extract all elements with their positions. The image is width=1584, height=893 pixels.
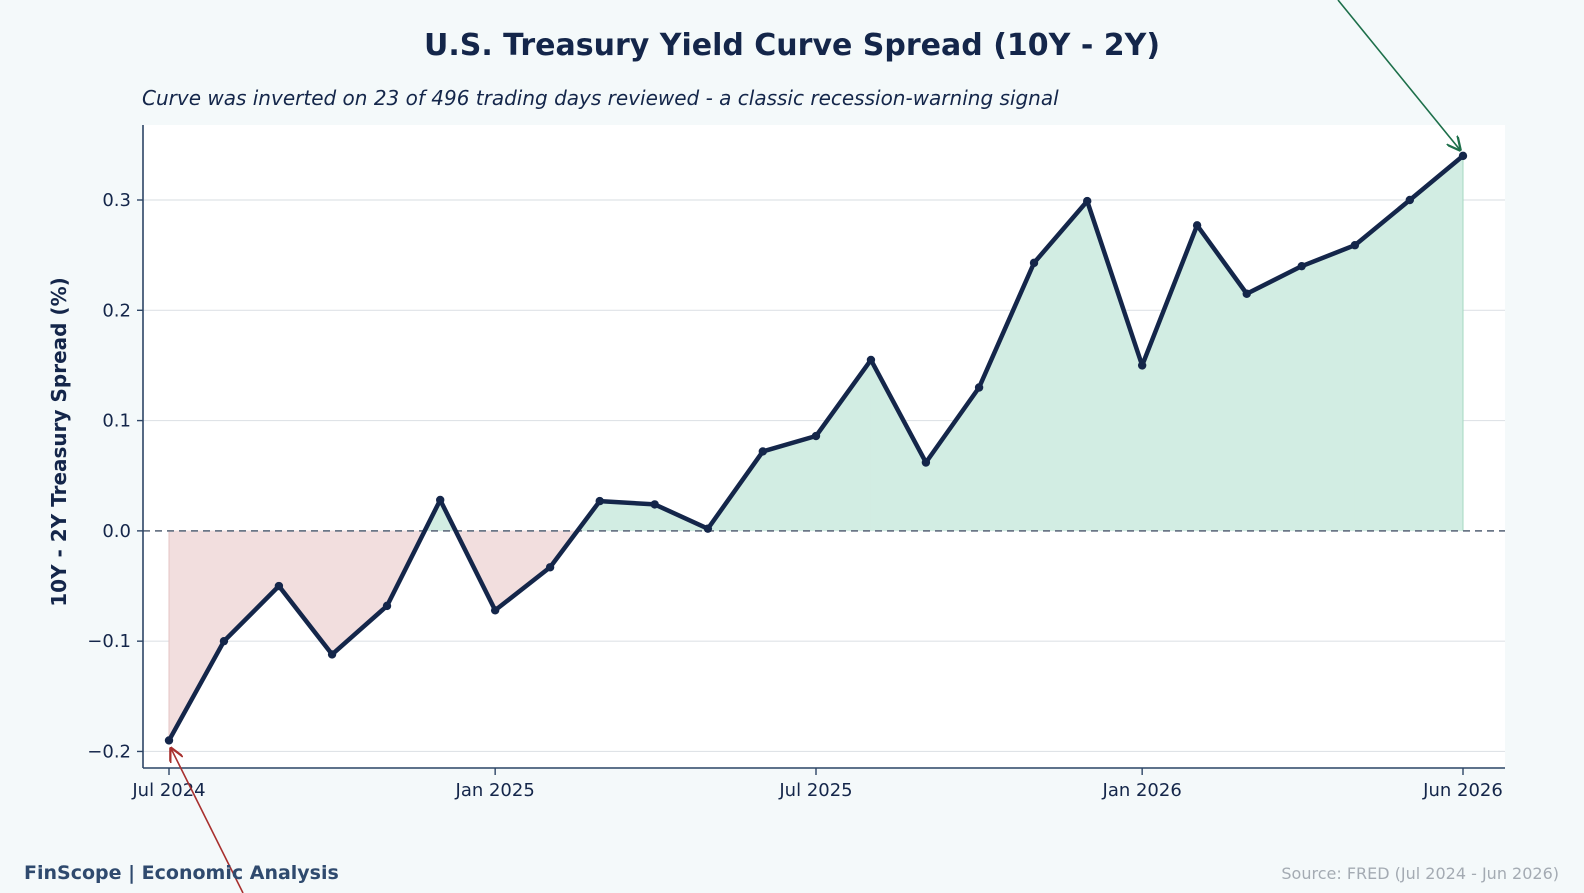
start-point-arrow xyxy=(171,748,244,893)
data-point xyxy=(811,431,821,441)
data-point xyxy=(1297,261,1306,271)
x-tick-label: Jan 2026 xyxy=(1102,780,1182,801)
footer-brand: FinScope | Economic Analysis xyxy=(24,862,339,884)
y-tick-label: 0.0 xyxy=(102,521,131,542)
chart-subtitle: Curve was inverted on 23 of 496 trading … xyxy=(142,86,1059,110)
x-tick-label: Jun 2026 xyxy=(1422,780,1503,801)
data-point xyxy=(545,563,555,572)
y-tick-label: −0.1 xyxy=(87,631,131,652)
x-tick-label: Jul 2024 xyxy=(131,780,205,801)
data-point xyxy=(866,355,876,365)
annotations xyxy=(171,0,1460,893)
x-tick-label: Jan 2025 xyxy=(455,780,535,801)
data-point xyxy=(490,606,500,615)
positive-fill-segment xyxy=(1354,199,1411,532)
x-ticks: Jul 2024 Jan 2025 Jul 2025 Jan 2026 Jun 2026 xyxy=(131,768,1503,801)
data-point xyxy=(758,447,768,456)
data-point xyxy=(703,524,713,533)
y-tick-label: 0.2 xyxy=(102,300,131,321)
data-point xyxy=(595,496,604,506)
data-point xyxy=(650,500,659,509)
data-point xyxy=(327,650,337,659)
y-tick-label: −0.2 xyxy=(87,741,131,762)
data-point xyxy=(974,383,984,392)
data-point xyxy=(1458,151,1468,161)
data-point xyxy=(164,736,174,745)
x-tick-label: Jul 2025 xyxy=(778,780,852,801)
spread-fill-areas xyxy=(168,155,1464,742)
data-point xyxy=(921,458,931,467)
data-point xyxy=(1405,195,1415,205)
data-point xyxy=(1083,196,1092,206)
y-axis-label: 10Y - 2Y Treasury Spread (%) xyxy=(47,277,71,607)
data-point xyxy=(219,636,229,646)
positive-fill-segment xyxy=(1301,244,1356,532)
data-point xyxy=(382,601,392,611)
footer-source: Source: FRED (Jul 2024 - Jun 2026) xyxy=(1281,864,1559,883)
axes xyxy=(142,125,1505,769)
end-point-arrow xyxy=(1337,0,1460,150)
y-ticks: 0.3 0.2 0.1 0.0 −0.1 −0.2 xyxy=(87,190,143,762)
data-point xyxy=(274,581,284,591)
data-point xyxy=(436,495,445,505)
chart-title: U.S. Treasury Yield Curve Spread (10Y - … xyxy=(424,28,1160,63)
data-point xyxy=(1137,361,1147,370)
positive-fill-segment xyxy=(1246,265,1302,532)
data-point xyxy=(1242,289,1251,298)
data-point xyxy=(1350,241,1360,250)
y-tick-label: 0.1 xyxy=(102,411,131,432)
positive-fill-segment xyxy=(1409,155,1464,532)
y-tick-label: 0.3 xyxy=(102,190,131,211)
data-point xyxy=(1192,221,1202,230)
series-spread xyxy=(164,151,1468,745)
data-point xyxy=(1029,258,1039,268)
